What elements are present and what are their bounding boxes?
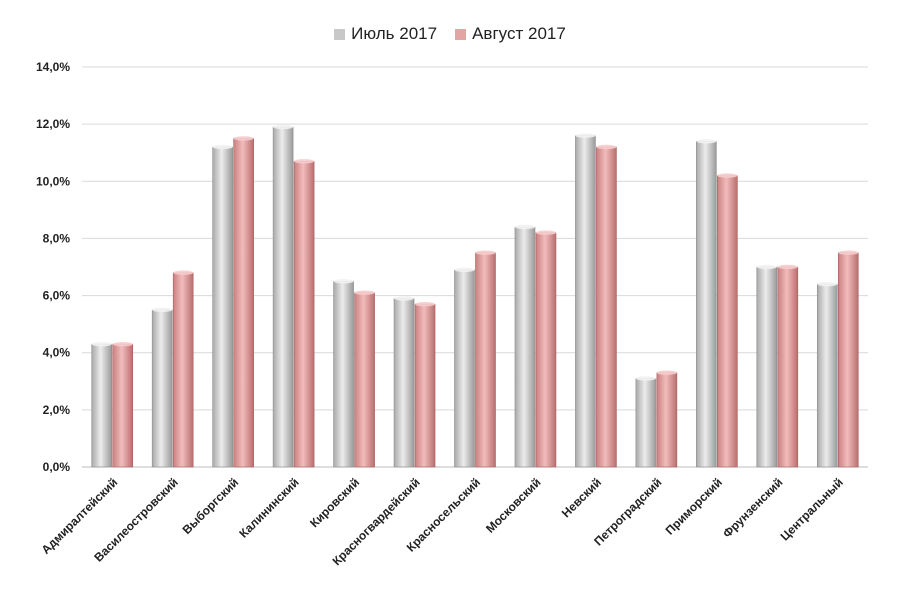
- bar-cap-july: [273, 124, 294, 130]
- bar-cap-august: [354, 290, 375, 295]
- x-tick-label: Фрунзенский: [720, 475, 785, 540]
- bar-cap-august: [777, 264, 798, 270]
- x-tick-label: Выборгский: [180, 475, 242, 537]
- y-tick-label: 8,0%: [43, 231, 71, 245]
- bar-august: [293, 160, 315, 468]
- bar-cap-august: [596, 144, 617, 150]
- x-tick-label: Московский: [483, 475, 543, 535]
- bar-cap-august: [656, 370, 677, 375]
- bar-cap-august: [475, 250, 496, 255]
- bar-cap-july: [91, 341, 112, 347]
- bar-august: [656, 372, 678, 468]
- bar-cap-august: [112, 341, 133, 347]
- bar-july: [272, 126, 294, 468]
- x-axis-ticks: АдмиралтейскийВасилеостровскийВыборгский…: [39, 475, 846, 568]
- y-tick-label: 14,0%: [36, 60, 70, 74]
- bar-july: [91, 343, 113, 468]
- bar-august: [596, 146, 617, 468]
- legend-label-august: Август 2017: [472, 24, 566, 43]
- bar-july: [333, 280, 354, 468]
- x-tick-label: Центральный: [778, 475, 846, 543]
- bar-july: [393, 298, 415, 468]
- bar-july: [514, 226, 536, 468]
- bar-august: [535, 232, 557, 468]
- bar-august: [172, 272, 194, 468]
- bar-cap-july: [635, 376, 656, 381]
- bar-cap-july: [454, 267, 475, 273]
- bar-cap-july: [394, 296, 415, 301]
- legend-swatch-july: [334, 28, 346, 40]
- bar-august: [717, 175, 738, 468]
- bar-cap-august: [535, 230, 556, 235]
- bar-july: [151, 309, 173, 468]
- bar-cap-july: [333, 279, 354, 284]
- bar-cap-july: [514, 224, 535, 230]
- bar-cap-august: [717, 173, 738, 178]
- x-tick-label: Кировский: [307, 475, 362, 530]
- legend-label-july: Июль 2017: [351, 24, 438, 43]
- bar-july: [756, 266, 778, 468]
- y-tick-label: 12,0%: [36, 117, 70, 131]
- bar-cap-july: [817, 281, 838, 287]
- bars: [91, 124, 859, 468]
- y-tick-label: 4,0%: [43, 346, 71, 360]
- y-tick-label: 0,0%: [43, 460, 71, 474]
- bar-july: [454, 269, 475, 468]
- x-tick-label: Невский: [559, 475, 604, 520]
- y-tick-label: 2,0%: [43, 403, 71, 417]
- bar-august: [354, 292, 375, 468]
- bar-cap-july: [696, 139, 717, 144]
- legend-item-july: Июль 2017: [334, 24, 437, 44]
- y-tick-label: 10,0%: [36, 174, 70, 188]
- y-axis-ticks: 0,0% 2,0% 4,0% 6,0% 8,0% 10,0% 12,0% 14,0%: [36, 60, 70, 474]
- bar-july: [575, 135, 596, 468]
- bar-cap-august: [415, 301, 436, 307]
- chart-legend: Июль 2017 Август 2017: [0, 24, 900, 44]
- x-tick-label: Приморский: [663, 475, 725, 537]
- bar-cap-august: [233, 136, 254, 141]
- bar-july: [816, 283, 838, 468]
- bar-july: [696, 140, 717, 468]
- grid-lines: [82, 66, 868, 468]
- bar-august: [233, 138, 254, 468]
- y-tick-label: 6,0%: [43, 289, 71, 303]
- bar-august: [837, 252, 859, 468]
- bar-cap-august: [173, 270, 194, 275]
- x-tick-label: Калининский: [236, 475, 301, 540]
- bar-cap-july: [152, 307, 173, 313]
- bar-cap-july: [575, 133, 596, 138]
- legend-item-august: Август 2017: [455, 24, 566, 44]
- bar-cap-july: [756, 264, 777, 270]
- bar-july: [212, 146, 233, 468]
- bar-august: [777, 266, 799, 468]
- bar-cap-august: [838, 250, 859, 255]
- bar-cap-august: [294, 159, 315, 164]
- bar-august: [112, 343, 134, 468]
- legend-swatch-august: [455, 28, 467, 40]
- bar-cap-july: [212, 144, 233, 150]
- bar-august: [414, 303, 436, 468]
- bar-august: [475, 252, 496, 468]
- bar-july: [635, 378, 657, 468]
